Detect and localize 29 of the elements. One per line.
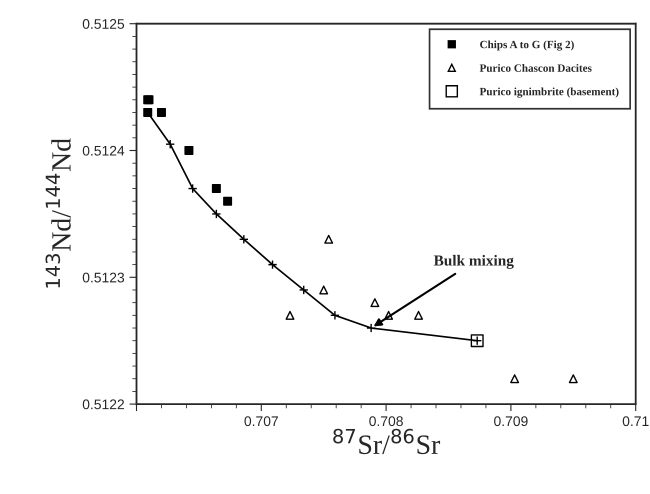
legend-label: Chips A to G (Fig 2) — [480, 40, 574, 51]
point — [268, 260, 278, 270]
annotation: Bulk mixing — [434, 254, 514, 269]
x-tick-label: 0.71 — [622, 416, 649, 426]
point — [212, 184, 221, 194]
point — [384, 310, 394, 320]
legend-label: Purico ignimbrite (basement) — [480, 87, 619, 98]
y-tick-label: 0.5124 — [82, 146, 124, 156]
point — [286, 310, 295, 320]
point — [188, 184, 198, 194]
x-tick-label: 0.707 — [244, 416, 278, 426]
point — [319, 285, 328, 294]
x-tick-label: 0.708 — [369, 416, 403, 426]
x-tick-label: 0.709 — [494, 416, 528, 426]
point — [568, 374, 578, 384]
point — [370, 298, 380, 308]
legend-label: Purico Chascon Dacites — [480, 64, 592, 72]
y-tick-label: 0.5125 — [82, 19, 124, 29]
y-tick-label: 0.5122 — [82, 399, 124, 410]
point — [510, 374, 520, 384]
point — [414, 310, 424, 320]
point — [223, 196, 232, 206]
point — [212, 209, 222, 219]
y-axis-title: $^{143}$Nd/$^{144}$Nd — [45, 138, 71, 288]
point — [324, 234, 334, 244]
y-tick-label: 0.5123 — [82, 272, 124, 282]
point — [184, 146, 194, 156]
point — [156, 108, 166, 117]
x-axis-title: $^{87}$Sr/$^{86}$Sr — [333, 428, 440, 454]
